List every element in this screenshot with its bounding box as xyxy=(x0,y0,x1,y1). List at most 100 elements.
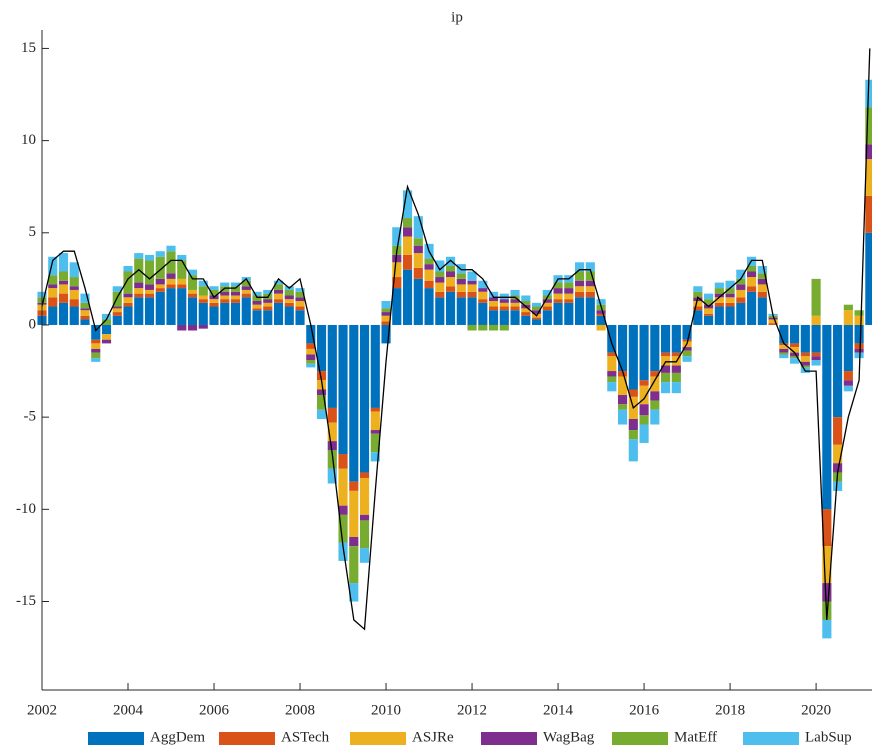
bar-segment xyxy=(187,293,198,298)
bar-segment xyxy=(58,293,69,303)
bar-segment xyxy=(306,348,316,355)
bar-segment xyxy=(349,536,359,547)
bar-segment xyxy=(349,481,359,491)
bar-segment xyxy=(91,343,101,349)
bar-segment xyxy=(338,324,348,455)
bar-segment xyxy=(725,293,735,298)
bar-segment xyxy=(854,310,864,316)
bar-segment xyxy=(639,404,649,416)
bar-segment xyxy=(134,282,144,289)
bar-segment xyxy=(91,348,101,353)
bar-segment xyxy=(843,385,853,392)
bar-segment xyxy=(671,352,681,357)
bar-segment xyxy=(187,297,198,325)
y-tick-label: 10 xyxy=(21,132,36,148)
bar-segment xyxy=(478,280,488,289)
bar-segment xyxy=(725,302,735,307)
bar-segment xyxy=(639,415,649,425)
bar-segment xyxy=(445,277,456,287)
bar-segment xyxy=(661,356,671,366)
bar-segment xyxy=(209,286,219,290)
bar-segment xyxy=(273,284,284,290)
bar-segment xyxy=(553,282,563,289)
bar-segment xyxy=(327,468,337,484)
bar-segment xyxy=(456,278,466,285)
bar-segment xyxy=(306,354,316,360)
bar-segment xyxy=(768,319,778,324)
bar-segment xyxy=(327,407,337,423)
bar-segment xyxy=(69,277,79,287)
bar-segment xyxy=(704,315,714,325)
bar-segment xyxy=(220,299,230,303)
bar-segment xyxy=(854,343,864,349)
bar-segment xyxy=(392,262,402,278)
bar-segment xyxy=(80,319,90,325)
bar-segment xyxy=(80,302,90,309)
bar-segment xyxy=(370,324,380,408)
x-tick-label: 2006 xyxy=(199,702,230,718)
bar-segment xyxy=(790,352,800,357)
bar-segment xyxy=(456,273,466,279)
bar-segment xyxy=(854,352,864,359)
bar-segment xyxy=(91,339,101,344)
bar-segment xyxy=(650,400,660,410)
bar-segment xyxy=(435,277,445,283)
bar-segment xyxy=(531,306,542,311)
bar-segment xyxy=(402,190,413,219)
bar-segment xyxy=(661,382,671,394)
bar-segment xyxy=(747,265,757,272)
bar-segment xyxy=(607,371,617,377)
bar-segment xyxy=(790,358,800,364)
bar-segment xyxy=(198,299,208,303)
bar-segment xyxy=(263,306,273,311)
bar-segment xyxy=(144,297,155,325)
bar-segment xyxy=(639,324,649,381)
bar-segment xyxy=(80,310,90,316)
bar-segment xyxy=(467,297,477,325)
bar-segment xyxy=(574,291,585,298)
bar-segment xyxy=(424,258,434,265)
bar-segment xyxy=(241,280,251,287)
bar-segment xyxy=(295,297,305,302)
bar-segment xyxy=(488,310,499,325)
bar-segment xyxy=(144,260,155,285)
bar-segment xyxy=(413,278,423,325)
bar-segment xyxy=(800,324,810,353)
bar-segment xyxy=(112,308,122,313)
bar-segment xyxy=(671,365,681,373)
legend-swatch xyxy=(743,732,799,745)
bar-segment xyxy=(349,583,359,602)
legend-swatch xyxy=(219,732,275,745)
bar-segment xyxy=(693,286,703,292)
x-tick-label: 2020 xyxy=(801,702,831,718)
bar-segment xyxy=(338,514,348,543)
bar-segment xyxy=(488,306,499,311)
bar-segment xyxy=(596,299,606,305)
bar-segment xyxy=(349,490,359,537)
bar-segment xyxy=(714,282,724,289)
bar-segment xyxy=(134,297,144,325)
bar-segment xyxy=(101,319,112,325)
bar-segment xyxy=(865,144,872,160)
bar-segment xyxy=(91,358,101,362)
bar-segment xyxy=(209,306,219,325)
bar-segment xyxy=(327,450,337,469)
bar-segment xyxy=(790,356,800,359)
bar-segment xyxy=(349,546,359,584)
bar-segment xyxy=(273,289,284,294)
bar-segment xyxy=(241,297,251,325)
bar-segment xyxy=(564,302,574,325)
bar-segment xyxy=(112,315,122,325)
bar-segment xyxy=(811,324,821,353)
bar-segment xyxy=(69,286,79,290)
bar-segment xyxy=(725,306,735,325)
bar-segment xyxy=(650,371,660,377)
bar-segment xyxy=(456,291,466,298)
bar-segment xyxy=(521,295,531,302)
bar-segment xyxy=(865,232,872,325)
bar-segment xyxy=(564,288,574,294)
bar-segment xyxy=(230,302,241,325)
bar-segment xyxy=(435,291,445,298)
bar-segment xyxy=(574,280,585,287)
bar-segment xyxy=(435,282,445,292)
